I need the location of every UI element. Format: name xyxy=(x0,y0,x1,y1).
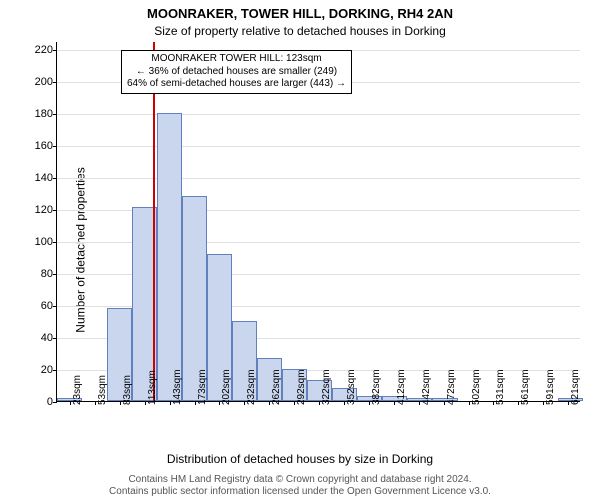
xtick-label: 143sqm xyxy=(172,369,183,405)
chart-title: MOONRAKER, TOWER HILL, DORKING, RH4 2AN xyxy=(0,6,600,21)
annotation-box: MOONRAKER TOWER HILL: 123sqm ← 36% of de… xyxy=(121,50,352,94)
x-axis-label: Distribution of detached houses by size … xyxy=(0,452,600,466)
reference-line xyxy=(153,42,155,401)
ytick-mark xyxy=(53,210,57,211)
xtick-mark xyxy=(444,401,445,405)
xtick-label: 502sqm xyxy=(471,369,482,405)
xtick-mark xyxy=(120,401,121,405)
xtick-label: 173sqm xyxy=(197,369,208,405)
xtick-mark xyxy=(344,401,345,405)
xtick-mark xyxy=(170,401,171,405)
xtick-mark xyxy=(244,401,245,405)
chart-container: MOONRAKER, TOWER HILL, DORKING, RH4 2AN … xyxy=(0,0,600,500)
xtick-mark xyxy=(95,401,96,405)
ytick-label: 120 xyxy=(35,204,53,216)
ytick-mark xyxy=(53,178,57,179)
annot-line1: MOONRAKER TOWER HILL: 123sqm xyxy=(127,53,346,66)
ytick-label: 0 xyxy=(47,396,53,408)
ytick-label: 140 xyxy=(35,172,53,184)
xtick-mark xyxy=(294,401,295,405)
xtick-label: 472sqm xyxy=(446,369,457,405)
ytick-mark xyxy=(53,82,57,83)
chart-subtitle: Size of property relative to detached ho… xyxy=(0,24,600,38)
ytick-label: 40 xyxy=(41,332,53,344)
ytick-mark xyxy=(53,402,57,403)
xtick-mark xyxy=(419,401,420,405)
histogram-bar xyxy=(157,113,182,401)
xtick-label: 53sqm xyxy=(97,375,108,405)
ytick-mark xyxy=(53,370,57,371)
xtick-mark xyxy=(394,401,395,405)
xtick-mark xyxy=(369,401,370,405)
xtick-label: 442sqm xyxy=(421,369,432,405)
ytick-mark xyxy=(53,114,57,115)
xtick-mark xyxy=(269,401,270,405)
ytick-mark xyxy=(53,338,57,339)
xtick-label: 23sqm xyxy=(72,375,83,405)
xtick-label: 322sqm xyxy=(321,369,332,405)
annot-line2: ← 36% of detached houses are smaller (24… xyxy=(127,66,346,79)
chart-footer: Contains HM Land Registry data © Crown c… xyxy=(0,474,600,498)
ytick-mark xyxy=(53,146,57,147)
ytick-label: 180 xyxy=(35,108,53,120)
xtick-label: 591sqm xyxy=(545,369,556,405)
ytick-label: 200 xyxy=(35,76,53,88)
footer-line2: Contains public sector information licen… xyxy=(0,486,600,498)
xtick-mark xyxy=(219,401,220,405)
gridline xyxy=(57,178,580,179)
xtick-label: 262sqm xyxy=(271,369,282,405)
ytick-label: 20 xyxy=(41,364,53,376)
xtick-mark xyxy=(319,401,320,405)
plot-area: 02040608010012014016018020022023sqm53sqm… xyxy=(56,42,580,402)
annot-line3: 64% of semi-detached houses are larger (… xyxy=(127,78,346,91)
ytick-label: 220 xyxy=(35,44,53,56)
xtick-label: 382sqm xyxy=(371,369,382,405)
xtick-label: 292sqm xyxy=(296,369,307,405)
ytick-label: 60 xyxy=(41,300,53,312)
xtick-mark xyxy=(70,401,71,405)
ytick-label: 160 xyxy=(35,140,53,152)
ytick-mark xyxy=(53,274,57,275)
gridline xyxy=(57,114,580,115)
ytick-mark xyxy=(53,50,57,51)
xtick-label: 621sqm xyxy=(570,369,581,405)
ytick-label: 80 xyxy=(41,268,53,280)
gridline xyxy=(57,146,580,147)
xtick-mark xyxy=(145,401,146,405)
xtick-label: 202sqm xyxy=(221,369,232,405)
footer-line1: Contains HM Land Registry data © Crown c… xyxy=(0,474,600,486)
xtick-label: 412sqm xyxy=(396,369,407,405)
xtick-label: 232sqm xyxy=(246,369,257,405)
xtick-mark xyxy=(195,401,196,405)
ytick-label: 100 xyxy=(35,236,53,248)
ytick-mark xyxy=(53,306,57,307)
xtick-label: 352sqm xyxy=(346,369,357,405)
ytick-mark xyxy=(53,242,57,243)
xtick-label: 561sqm xyxy=(520,369,531,405)
xtick-label: 113sqm xyxy=(147,370,158,405)
xtick-label: 531sqm xyxy=(495,369,506,405)
xtick-label: 83sqm xyxy=(122,375,133,405)
